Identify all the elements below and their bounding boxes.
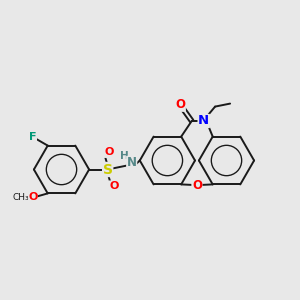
Text: N: N	[127, 156, 137, 170]
Text: O: O	[104, 147, 114, 158]
Text: O: O	[175, 98, 185, 111]
Text: F: F	[29, 132, 37, 142]
Text: O: O	[109, 181, 118, 191]
Text: S: S	[103, 163, 113, 176]
Text: CH₃: CH₃	[13, 193, 29, 202]
Text: H: H	[119, 151, 128, 161]
Text: O: O	[28, 192, 38, 202]
Text: O: O	[192, 179, 202, 192]
Text: N: N	[198, 115, 209, 128]
